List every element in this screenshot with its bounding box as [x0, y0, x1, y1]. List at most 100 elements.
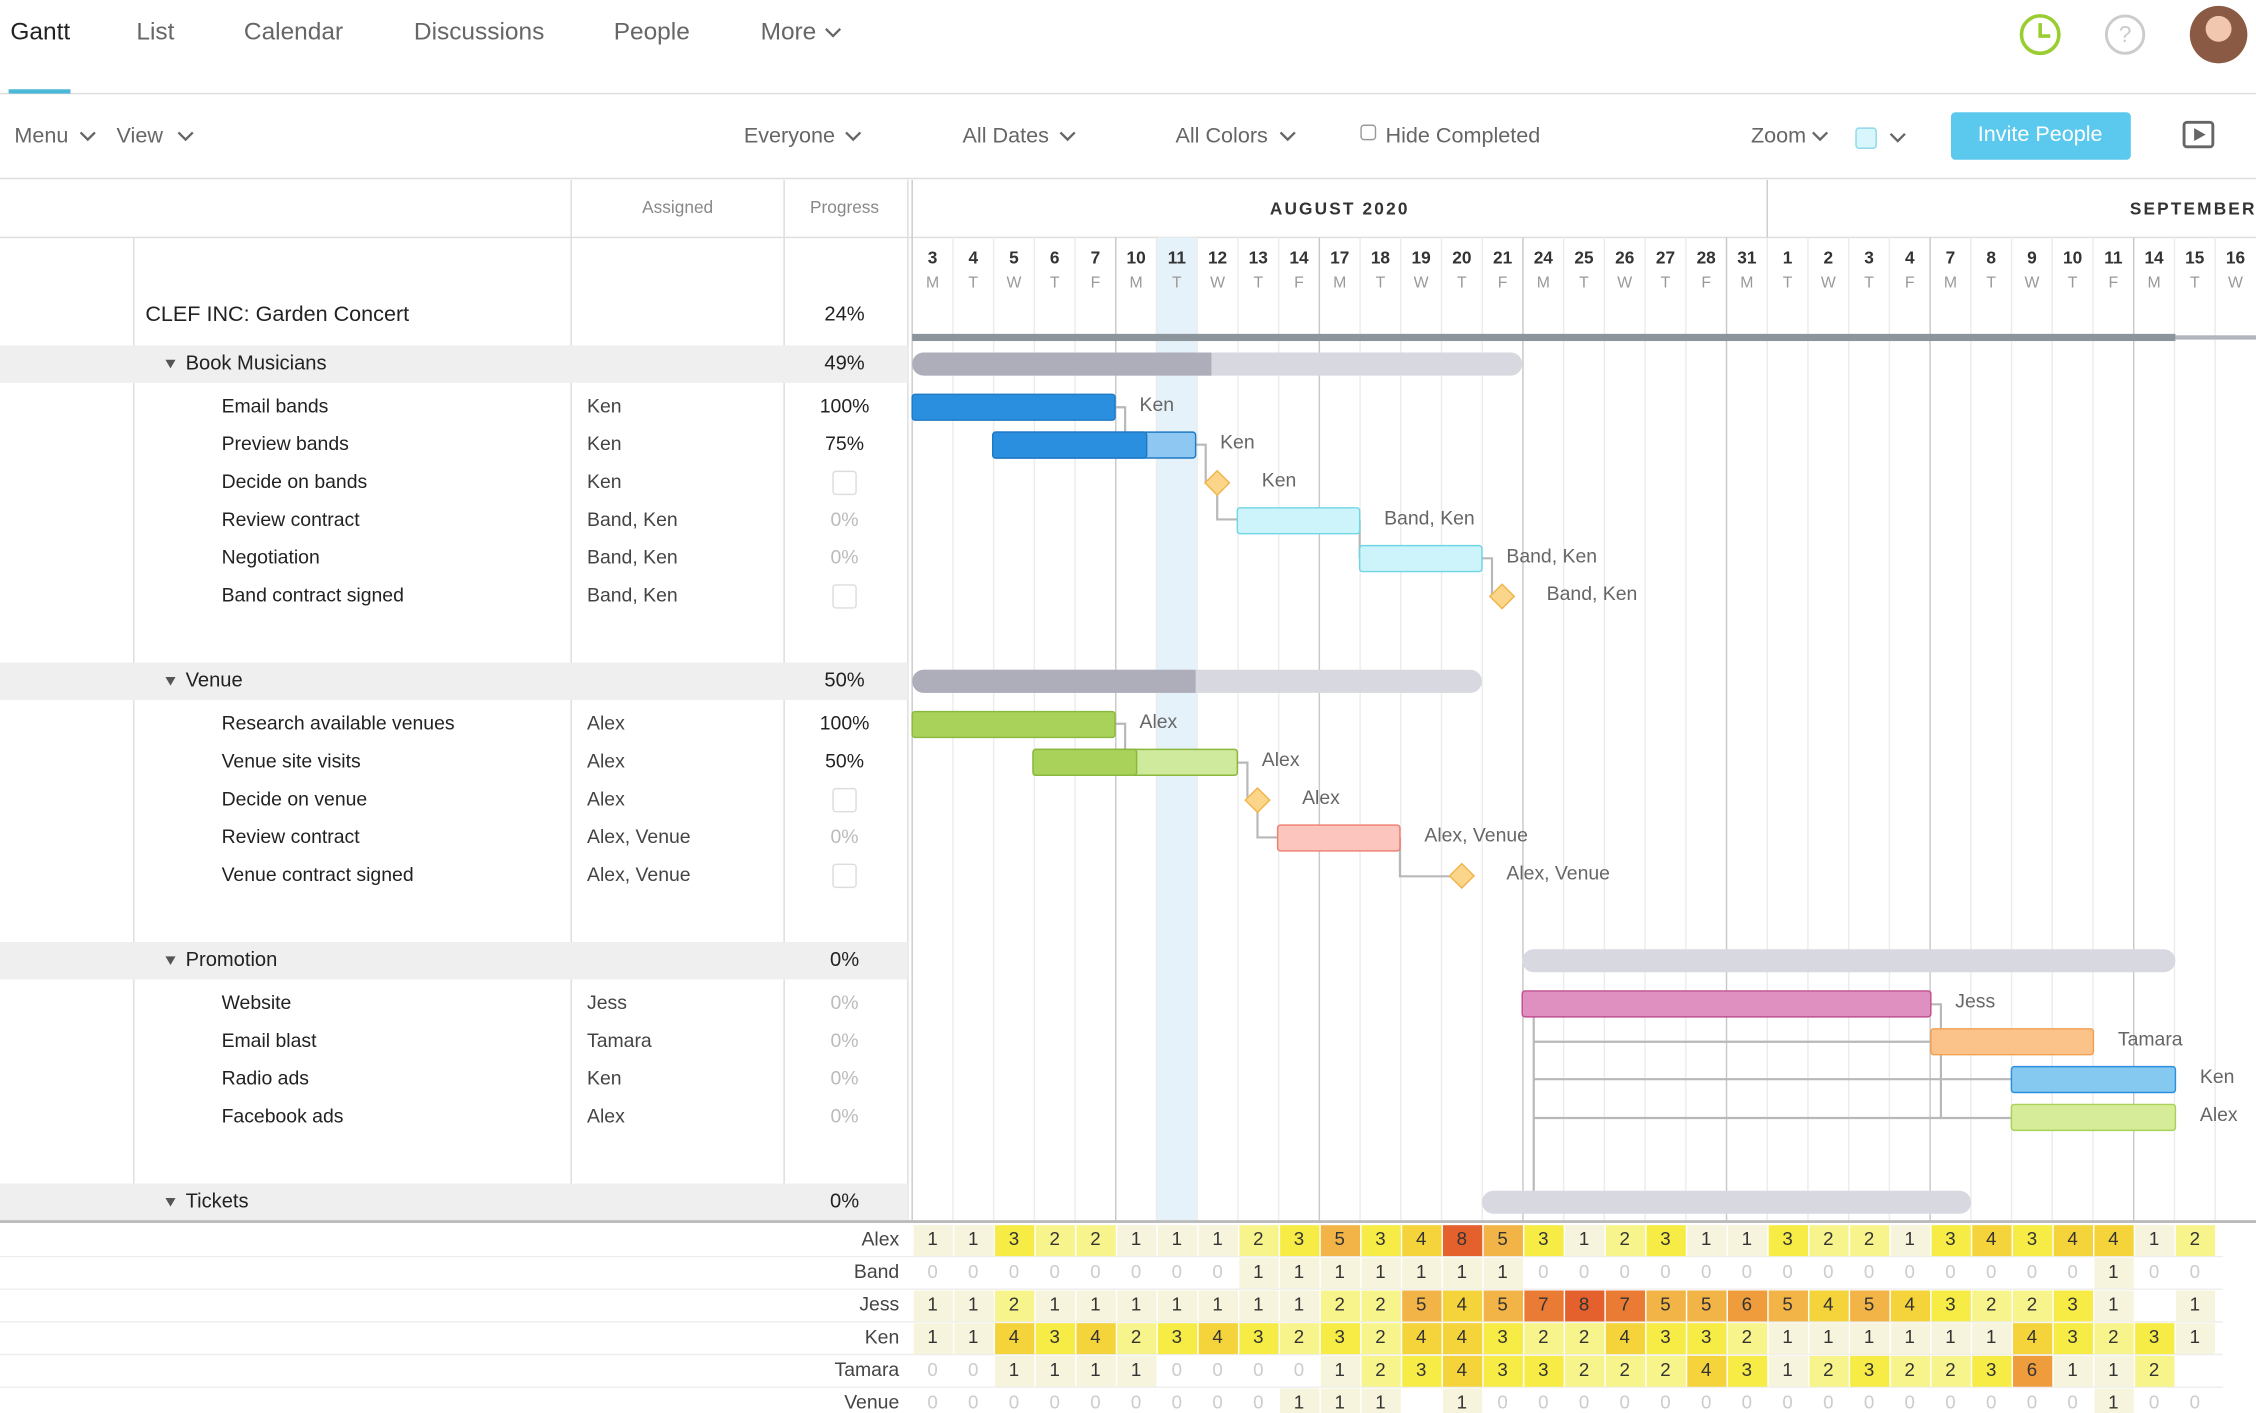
nav-tab[interactable]: People	[614, 19, 690, 46]
day-number: 20	[1452, 248, 1471, 268]
task-progress: 0%	[831, 1030, 859, 1052]
collapse-arrow[interactable]	[165, 359, 176, 369]
workload-value: 1	[2190, 1326, 2200, 1347]
group-row	[0, 942, 908, 980]
weekday: W	[1821, 275, 1836, 292]
workload-value: 0	[1538, 1261, 1548, 1282]
workload-cell	[954, 1225, 994, 1257]
toolbar-everyone[interactable]: Everyone	[744, 122, 835, 147]
toolbar-colors[interactable]: All Colors	[1175, 122, 1268, 147]
workload-value: 1	[1945, 1326, 1955, 1347]
collapse-arrow[interactable]	[165, 956, 176, 966]
workload-value: 0	[2027, 1261, 2037, 1282]
workload-value: 4	[1905, 1294, 1915, 1315]
task-checkbox[interactable]	[832, 470, 857, 496]
workload-value: 0	[2149, 1392, 2159, 1413]
workload-cell	[1483, 1290, 1523, 1322]
invite-button[interactable]	[1950, 112, 2131, 160]
day-number: 17	[1330, 248, 1349, 268]
workload-value: 0	[1986, 1392, 1996, 1413]
day-number: 14	[1289, 248, 1309, 268]
today-column	[1156, 237, 1198, 1222]
task-bar	[1521, 990, 1932, 1018]
workload-cell	[1239, 1257, 1279, 1289]
help-icon[interactable]	[2104, 14, 2146, 55]
day-number: 11	[1168, 248, 1187, 268]
nav-tab[interactable]: Calendar	[244, 19, 343, 46]
task-name: Email bands	[222, 395, 329, 417]
toolbar-menu[interactable]: Menu	[14, 122, 68, 147]
toolbar-dates[interactable]: All Dates	[963, 122, 1050, 147]
workload-cell	[1483, 1225, 1523, 1257]
workload-value: 2	[1579, 1326, 1589, 1347]
project-bar-rest	[2175, 335, 2256, 340]
workload-value: 3	[1945, 1228, 1955, 1249]
weekday: T	[1172, 275, 1182, 292]
workload-value: 0	[2149, 1261, 2159, 1282]
workload-value: 0	[1049, 1261, 1059, 1282]
nav-tab[interactable]: Discussions	[414, 19, 544, 46]
group-progress: 50%	[824, 670, 864, 692]
workload-cell	[1442, 1388, 1483, 1413]
time-icon[interactable]	[2019, 14, 2061, 56]
collapse-arrow[interactable]	[165, 677, 176, 686]
day-number: 11	[2104, 248, 2123, 268]
workload-value: 0	[1172, 1392, 1182, 1413]
play-icon[interactable]	[2182, 120, 2215, 149]
hide-completed-checkbox[interactable]	[1360, 124, 1377, 141]
bar-label: Band, Ken	[1384, 507, 1475, 529]
workload-cell	[1687, 1355, 1727, 1387]
workload-value: 1	[1131, 1294, 1141, 1315]
workload-value: 3	[1497, 1326, 1507, 1347]
task-assigned: Ken	[587, 1068, 622, 1090]
nav-tab[interactable]: List	[136, 19, 174, 46]
group-progress: 0%	[830, 1191, 859, 1213]
chevron	[825, 28, 842, 38]
task-checkbox[interactable]	[832, 787, 857, 813]
workload-value: 1	[968, 1326, 978, 1347]
group-name: Tickets	[186, 1191, 249, 1213]
avatar-face	[2205, 15, 2232, 42]
task-assigned: Alex	[587, 713, 625, 735]
milestone	[1488, 583, 1516, 610]
workload-cell	[1035, 1355, 1076, 1387]
task-name: Negotiation	[222, 547, 320, 569]
toolbar-zoom[interactable]: Zoom	[1751, 122, 1806, 147]
workload-cell	[1605, 1323, 1646, 1355]
task-checkbox[interactable]	[832, 863, 857, 889]
chevron	[1279, 131, 1296, 142]
workload-cell	[1768, 1290, 1808, 1322]
collapse-arrow[interactable]	[165, 1197, 176, 1207]
workload-cell	[2094, 1225, 2134, 1257]
workload-value: 0	[1864, 1261, 1874, 1282]
month-label: AUGUST 2020	[1270, 199, 1410, 219]
active-tab-underline	[8, 89, 71, 94]
nav-tab[interactable]: Gantt	[10, 19, 70, 46]
workload-value: 1	[2108, 1359, 2118, 1380]
workload-cell	[1524, 1323, 1564, 1355]
weekday: F	[1498, 275, 1508, 292]
task-checkbox[interactable]	[832, 584, 857, 609]
workload-value: 1	[1986, 1326, 1996, 1347]
workload-value: 2	[1294, 1326, 1304, 1347]
workload-value: 1	[1131, 1359, 1141, 1380]
workload-cell	[913, 1225, 953, 1257]
workload-value: 0	[1212, 1392, 1222, 1413]
workload-cell	[1565, 1323, 1605, 1355]
workload-value: 0	[1945, 1392, 1955, 1413]
workload-value: 4	[1620, 1326, 1630, 1347]
toolbar-hide[interactable]: Hide Completed	[1386, 122, 1541, 147]
workload-cell	[1117, 1323, 1157, 1355]
toolbar-view[interactable]: View	[117, 122, 164, 147]
workload-cell	[1890, 1225, 1931, 1257]
workload-value: 1	[1335, 1261, 1345, 1282]
workload-cell	[2094, 1388, 2134, 1413]
workload-cell	[1687, 1225, 1727, 1257]
workload-cell	[1727, 1355, 1768, 1387]
workload-value: 5	[1701, 1294, 1711, 1315]
color-swatch[interactable]	[1855, 127, 1877, 149]
nav-tab[interactable]: More	[761, 19, 817, 46]
workload-value: 0	[1253, 1392, 1263, 1413]
task-progress: 0%	[831, 509, 859, 531]
